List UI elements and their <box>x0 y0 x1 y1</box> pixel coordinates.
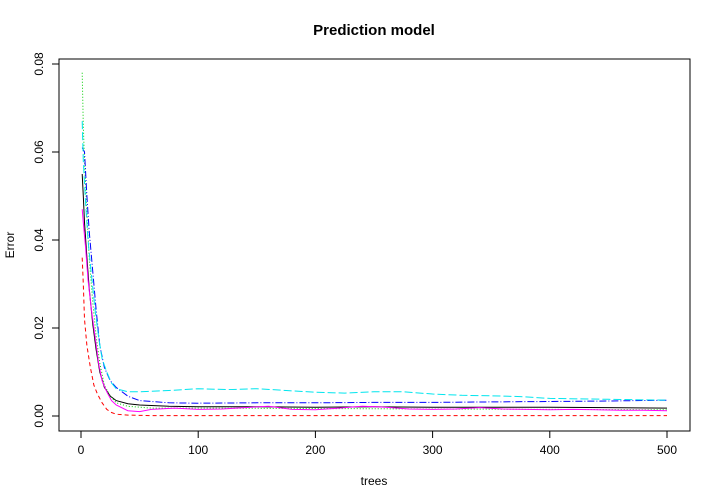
series-lines <box>81 72 668 417</box>
y-tick-label: 0.00 <box>32 404 46 428</box>
series-line-6 <box>81 209 668 413</box>
x-tick-label: 100 <box>188 443 208 457</box>
chart-title: Prediction model <box>313 22 435 39</box>
y-tick-label: 0.08 <box>32 52 46 76</box>
x-tick-label: 500 <box>657 443 677 457</box>
series-line-1 <box>81 173 668 409</box>
y-tick-label: 0.06 <box>32 140 46 164</box>
y-tick-label: 0.04 <box>32 228 46 252</box>
x-axis: 0 100 200 300 400 500 <box>78 430 677 457</box>
y-axis: 0.00 0.02 0.04 0.06 0.08 <box>32 52 60 428</box>
x-tick-label: 0 <box>78 443 85 457</box>
x-tick-label: 400 <box>540 443 560 457</box>
series-line-4 <box>81 147 668 404</box>
x-tick-label: 200 <box>305 443 325 457</box>
y-axis-label: Error <box>3 232 17 259</box>
series-line-5 <box>81 121 668 401</box>
x-tick-label: 300 <box>423 443 443 457</box>
series-line-2 <box>81 257 667 417</box>
plot-frame <box>58 58 691 432</box>
y-tick-label: 0.02 <box>32 316 46 340</box>
x-axis-label: trees <box>361 474 388 488</box>
series-line-3 <box>81 72 668 411</box>
